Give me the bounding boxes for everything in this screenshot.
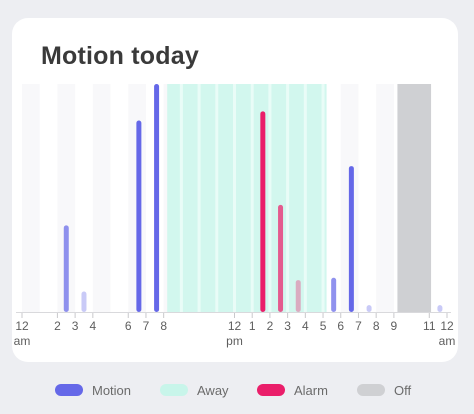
legend-swatch-alarm <box>257 384 285 396</box>
x-tick-label: 12 <box>440 319 454 333</box>
period-away <box>167 84 327 312</box>
legend-swatch-off <box>357 384 385 396</box>
bar-motion <box>154 84 160 312</box>
hour-stripe <box>376 84 394 312</box>
hour-stripe <box>57 84 76 312</box>
legend-label-off: Off <box>394 382 412 398</box>
hour-stripe <box>22 84 40 312</box>
x-tick-label: 4 <box>302 319 309 333</box>
x-tick-label: 7 <box>355 319 362 333</box>
legend-item-alarm: Alarm <box>257 378 328 402</box>
legend-label-away: Away <box>197 382 229 398</box>
bar-motion <box>136 120 142 312</box>
x-tick-sublabel: am <box>439 334 456 348</box>
x-tick-label: 3 <box>72 319 79 333</box>
x-tick-label: 6 <box>337 319 344 333</box>
legend-item-away: Away <box>160 378 229 402</box>
x-tick-label: 1 <box>249 319 256 333</box>
legend-item-off: Off <box>357 378 411 402</box>
x-tick-label: 6 <box>125 319 132 333</box>
bar-motion <box>437 305 443 312</box>
hour-stripe <box>92 84 111 312</box>
bar-motion <box>63 225 69 312</box>
x-tick-label: 3 <box>284 319 291 333</box>
bar-alarm <box>295 280 301 312</box>
legend-swatch-motion <box>55 384 83 396</box>
legend-item-motion: Motion <box>55 378 131 402</box>
bar-motion <box>331 277 337 312</box>
x-tick-sublabel: pm <box>226 334 243 348</box>
x-tick-sublabel: am <box>14 334 31 348</box>
chart-legend: Motion Away Alarm Off <box>0 378 474 402</box>
x-tick-label: 11 <box>423 319 436 333</box>
x-tick-label: 7 <box>143 319 150 333</box>
bar-motion <box>366 305 372 312</box>
x-tick-label: 2 <box>54 319 61 333</box>
legend-swatch-away <box>160 384 188 396</box>
bar-alarm <box>260 111 266 312</box>
x-tick-label: 8 <box>373 319 380 333</box>
bar-motion <box>81 291 87 312</box>
x-tick-label: 12 <box>15 319 29 333</box>
period-off <box>397 84 432 312</box>
x-tick-label: 9 <box>391 319 398 333</box>
x-tick-label: 8 <box>160 319 167 333</box>
card-title: Motion today <box>41 42 199 70</box>
x-tick-label: 4 <box>89 319 96 333</box>
x-tick-label: 5 <box>320 319 327 333</box>
bar-alarm <box>278 204 284 312</box>
legend-label-alarm: Alarm <box>294 382 328 398</box>
bar-motion <box>348 166 354 312</box>
x-tick-label: 2 <box>267 319 274 333</box>
legend-label-motion: Motion <box>92 382 132 398</box>
x-tick-label: 12 <box>228 319 242 333</box>
